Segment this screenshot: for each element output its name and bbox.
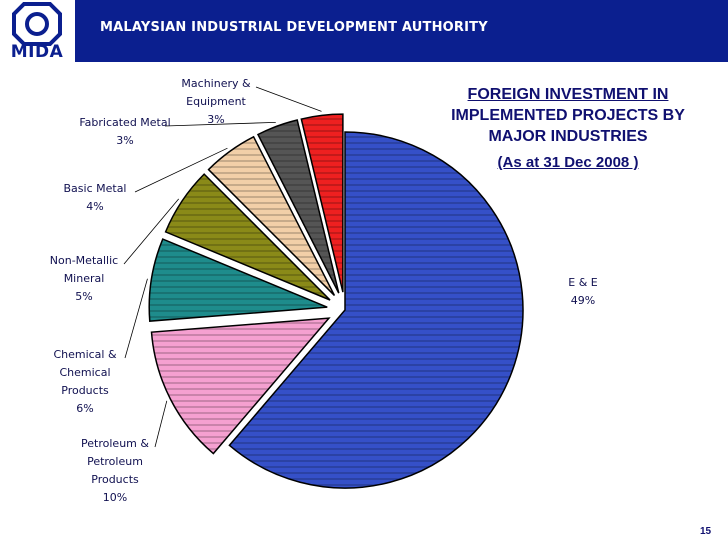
chart-title: FOREIGN INVESTMENT IN IMPLEMENTED PROJEC… [430,84,706,147]
pie-slice-0 [228,131,524,489]
slice-label-1: Petroleum & Petroleum Products 10% [81,437,149,504]
pie-slice-4 [207,135,336,296]
leader-line-1 [154,400,168,448]
chart-subtitle: (As at 31 Dec 2008 ) [497,154,639,171]
header-title: MALAYSIAN INDUSTRIAL DEVELOPMENT AUTHORI… [100,20,488,35]
leader-line-2 [124,278,148,359]
leader-line-5 [164,121,276,127]
pie-slice-6 [300,113,344,293]
slice-label-0: E & E 49% [568,276,598,307]
page-number: 15 [700,526,712,537]
pie-slice-5 [256,119,340,294]
header-bar [75,0,728,62]
chart-title-line-2: IMPLEMENTED PROJECTS BY [451,107,685,124]
pie-slice-3 [164,173,331,301]
slice-label-3: Non-Metallic Mineral 5% [50,254,118,303]
slice-label-6: Machinery & Equipment 3% [181,77,251,126]
pie-slice-2 [148,238,328,322]
leader-line-6 [255,86,322,112]
leader-line-3 [123,198,180,265]
slice-label-2: Chemical & Chemical Products 6% [53,348,117,415]
chart-title-line-1: FOREIGN INVESTMENT IN [467,86,669,103]
mida-logo: MIDA [0,0,75,62]
slice-label-5: Fabricated Metal 3% [79,116,170,147]
pie-slice-1 [150,317,331,455]
chart-title-line-3: MAJOR INDUSTRIES [488,128,648,145]
logo-text: MIDA [10,42,64,62]
mida-emblem-icon [12,2,62,46]
slice-label-4: Basic Metal 4% [64,182,127,213]
leader-line-4 [134,147,228,193]
